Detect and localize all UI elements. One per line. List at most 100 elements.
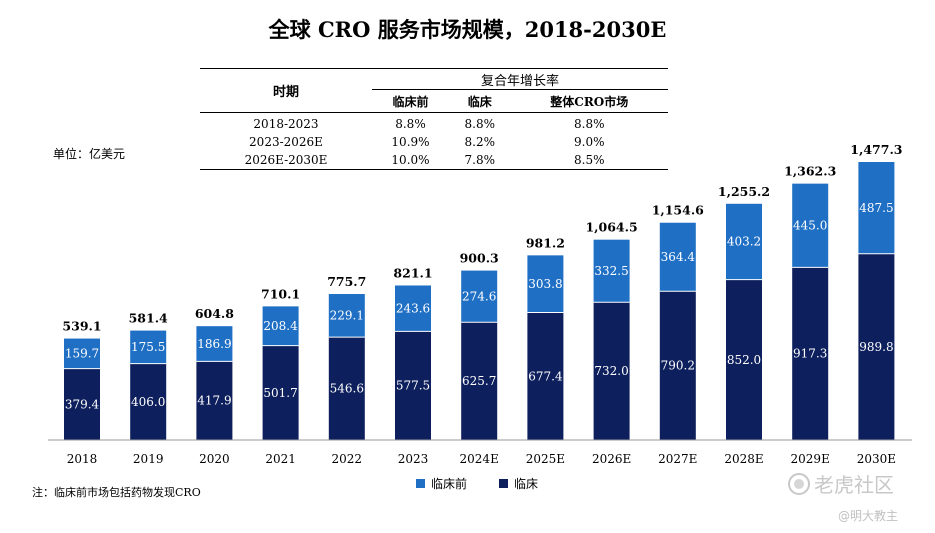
data-label-preclinical: 208.4: [263, 319, 298, 333]
cagr-value: 8.2%: [464, 135, 496, 149]
data-label-preclinical: 175.5: [131, 340, 165, 354]
cagr-value: 7.8%: [464, 153, 496, 167]
data-label-clinical: 852.0: [727, 353, 761, 367]
cagr-row: 2023-2026E 10.9% 8.2% 9.0%: [200, 133, 668, 151]
bar-preclinical: [461, 270, 498, 323]
tiger-logo-icon: [788, 472, 810, 495]
x-tick-label: 2027E: [658, 452, 697, 466]
data-label-preclinical: 332.5: [594, 264, 628, 278]
bar-preclinical: [726, 203, 762, 280]
bar-clinical: [527, 312, 564, 440]
cagr-value: 8.5%: [574, 153, 605, 167]
cagr-col-header: 临床前: [392, 94, 429, 109]
data-label-clinical: 989.8: [859, 340, 893, 354]
x-tick-label: 2028E: [724, 452, 763, 466]
x-tick-label: 2023: [398, 452, 429, 466]
data-label-total: 1,362.3: [784, 164, 836, 179]
data-label-total: 539.1: [62, 319, 101, 334]
x-tick-label: 2030E: [857, 452, 896, 466]
watermark-brand-text: 老虎社区: [814, 473, 894, 497]
bar-preclinical: [858, 162, 895, 254]
data-label-total: 775.7: [327, 274, 366, 289]
bar-clinical: [328, 337, 365, 440]
data-label-total: 581.4: [129, 311, 168, 326]
chart-title: 全球 CRO 服务市场规模，2018-2030E: [268, 17, 667, 42]
bar-clinical: [461, 322, 498, 440]
legend-item-clinical: 临床: [499, 475, 538, 492]
bar-preclinical: [130, 330, 167, 364]
data-label-preclinical: 229.1: [330, 309, 364, 323]
legend-swatch-preclinical: [416, 479, 425, 488]
x-tick-labels: 2018 2019 2020 2021 2022 2023 2024E 2025E 2026E 2…: [67, 452, 896, 466]
cagr-value: 9.0%: [574, 135, 605, 149]
x-tick-label: 2020: [199, 452, 230, 466]
cagr-period: 2023-2026E: [249, 135, 323, 149]
data-label-total: 604.8: [195, 306, 234, 321]
bar-preclinical: [262, 306, 299, 346]
cagr-value: 8.8%: [574, 117, 605, 131]
data-label-total: 1,255.2: [718, 184, 770, 199]
legend-label-clinical: 临床: [514, 477, 539, 491]
cagr-period: 2026E-2030E: [244, 153, 328, 167]
cagr-col-header: 整体CRO市场: [550, 94, 629, 109]
x-tick-label: 2021: [265, 452, 296, 466]
cagr-group-header: 复合年增长率: [372, 68, 668, 90]
x-tick-label: 2024E: [460, 452, 499, 466]
data-label-clinical: 406.0: [131, 395, 165, 409]
data-label-clinical: 577.5: [396, 379, 430, 393]
bar-clinical: [659, 291, 696, 440]
cagr-value: 10.9%: [391, 135, 430, 149]
cagr-period: 2018-2023: [253, 117, 319, 131]
data-label-clinical: 732.0: [594, 364, 628, 378]
bar-clinical: [64, 368, 100, 440]
data-label-total: 821.1: [393, 265, 432, 280]
bar-preclinical: [395, 285, 431, 332]
x-tick-label: 2026E: [592, 452, 631, 466]
bar-clinical: [593, 302, 630, 440]
footnote: 注：临床前市场包括药物发现CRO: [32, 486, 201, 499]
bar-preclinical: [328, 294, 365, 338]
data-label-clinical: 546.6: [330, 382, 364, 396]
data-label-total: 1,154.6: [652, 203, 704, 218]
bar-preclinical: [64, 338, 100, 369]
legend-swatch-clinical: [499, 479, 509, 488]
bar-clinical: [262, 345, 299, 440]
cagr-value: 8.8%: [395, 117, 426, 131]
bar-preclinical: [593, 239, 630, 303]
bar-preclinical: [792, 183, 829, 268]
data-label-clinical: 677.4: [528, 369, 563, 383]
period-header: 时期: [200, 68, 372, 113]
data-label-total: 710.1: [261, 286, 300, 301]
data-label-total: 1,064.5: [585, 220, 637, 235]
x-tick-label: 2022: [332, 452, 363, 466]
data-label-preclinical: 364.4: [661, 250, 696, 264]
data-label-total: 900.3: [460, 251, 499, 266]
data-label-total: 981.2: [526, 235, 565, 250]
data-label-preclinical: 487.5: [859, 201, 893, 215]
bar-preclinical: [659, 222, 696, 292]
cagr-value: 8.8%: [464, 117, 496, 131]
data-label-total: 1,477.3: [850, 142, 902, 157]
watermark-brand: 老虎社区: [788, 469, 894, 498]
bar-clinical: [130, 363, 167, 440]
cagr-value: 10.0%: [391, 153, 430, 167]
bar-preclinical: [527, 255, 564, 313]
data-label-clinical: 625.7: [462, 374, 496, 388]
cagr-row: 2018-2023 8.8% 8.8% 8.8%: [200, 113, 668, 134]
x-tick-label: 2029E: [791, 452, 830, 466]
data-label-preclinical: 243.6: [396, 301, 430, 315]
x-tick-label: 2018: [67, 452, 98, 466]
bar-clinical: [792, 267, 829, 440]
bars-group: 379.4 159.7 539.1 406.0 175.5 581.4 417.9 186.9…: [62, 142, 903, 440]
cagr-row: 2026E-2030E 10.0% 7.8% 8.5%: [200, 151, 668, 170]
data-label-clinical: 790.2: [661, 359, 695, 373]
bar-preclinical: [196, 326, 233, 362]
bar-clinical: [858, 253, 895, 440]
bar-clinical: [395, 331, 431, 440]
data-label-clinical: 917.3: [793, 347, 827, 361]
data-label-preclinical: 445.0: [793, 219, 827, 233]
data-label-clinical: 417.9: [197, 394, 231, 408]
cagr-table: 时期 复合年增长率 临床前 临床 整体CRO市场 2018-2023 8.8% …: [200, 68, 668, 170]
watermark-author: @明大教主: [838, 509, 899, 523]
